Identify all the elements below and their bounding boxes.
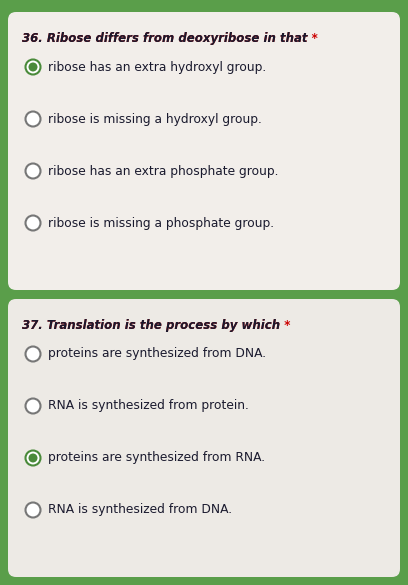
Circle shape <box>25 503 40 518</box>
Text: proteins are synthesized from RNA.: proteins are synthesized from RNA. <box>48 452 265 464</box>
Circle shape <box>29 63 38 71</box>
Text: 37. Translation is the process by which *: 37. Translation is the process by which … <box>22 319 290 332</box>
Circle shape <box>25 346 40 362</box>
Circle shape <box>25 450 40 466</box>
FancyBboxPatch shape <box>8 299 400 577</box>
Text: ribose is missing a phosphate group.: ribose is missing a phosphate group. <box>48 216 274 229</box>
Text: RNA is synthesized from protein.: RNA is synthesized from protein. <box>48 400 249 412</box>
Circle shape <box>25 215 40 230</box>
Text: RNA is synthesized from DNA.: RNA is synthesized from DNA. <box>48 504 232 517</box>
Text: 36. Ribose differs from deoxyribose in that: 36. Ribose differs from deoxyribose in t… <box>22 32 308 45</box>
Circle shape <box>29 453 38 463</box>
Circle shape <box>25 60 40 74</box>
Circle shape <box>25 398 40 414</box>
Text: 36. Ribose differs from deoxyribose in that *: 36. Ribose differs from deoxyribose in t… <box>22 32 318 45</box>
Text: ribose has an extra hydroxyl group.: ribose has an extra hydroxyl group. <box>48 60 266 74</box>
Text: ribose is missing a hydroxyl group.: ribose is missing a hydroxyl group. <box>48 112 262 126</box>
Text: 37. Translation is the process by which: 37. Translation is the process by which <box>22 319 280 332</box>
Circle shape <box>25 163 40 178</box>
Text: ribose has an extra phosphate group.: ribose has an extra phosphate group. <box>48 164 279 177</box>
Text: proteins are synthesized from DNA.: proteins are synthesized from DNA. <box>48 347 266 360</box>
FancyBboxPatch shape <box>8 12 400 290</box>
Circle shape <box>25 112 40 126</box>
